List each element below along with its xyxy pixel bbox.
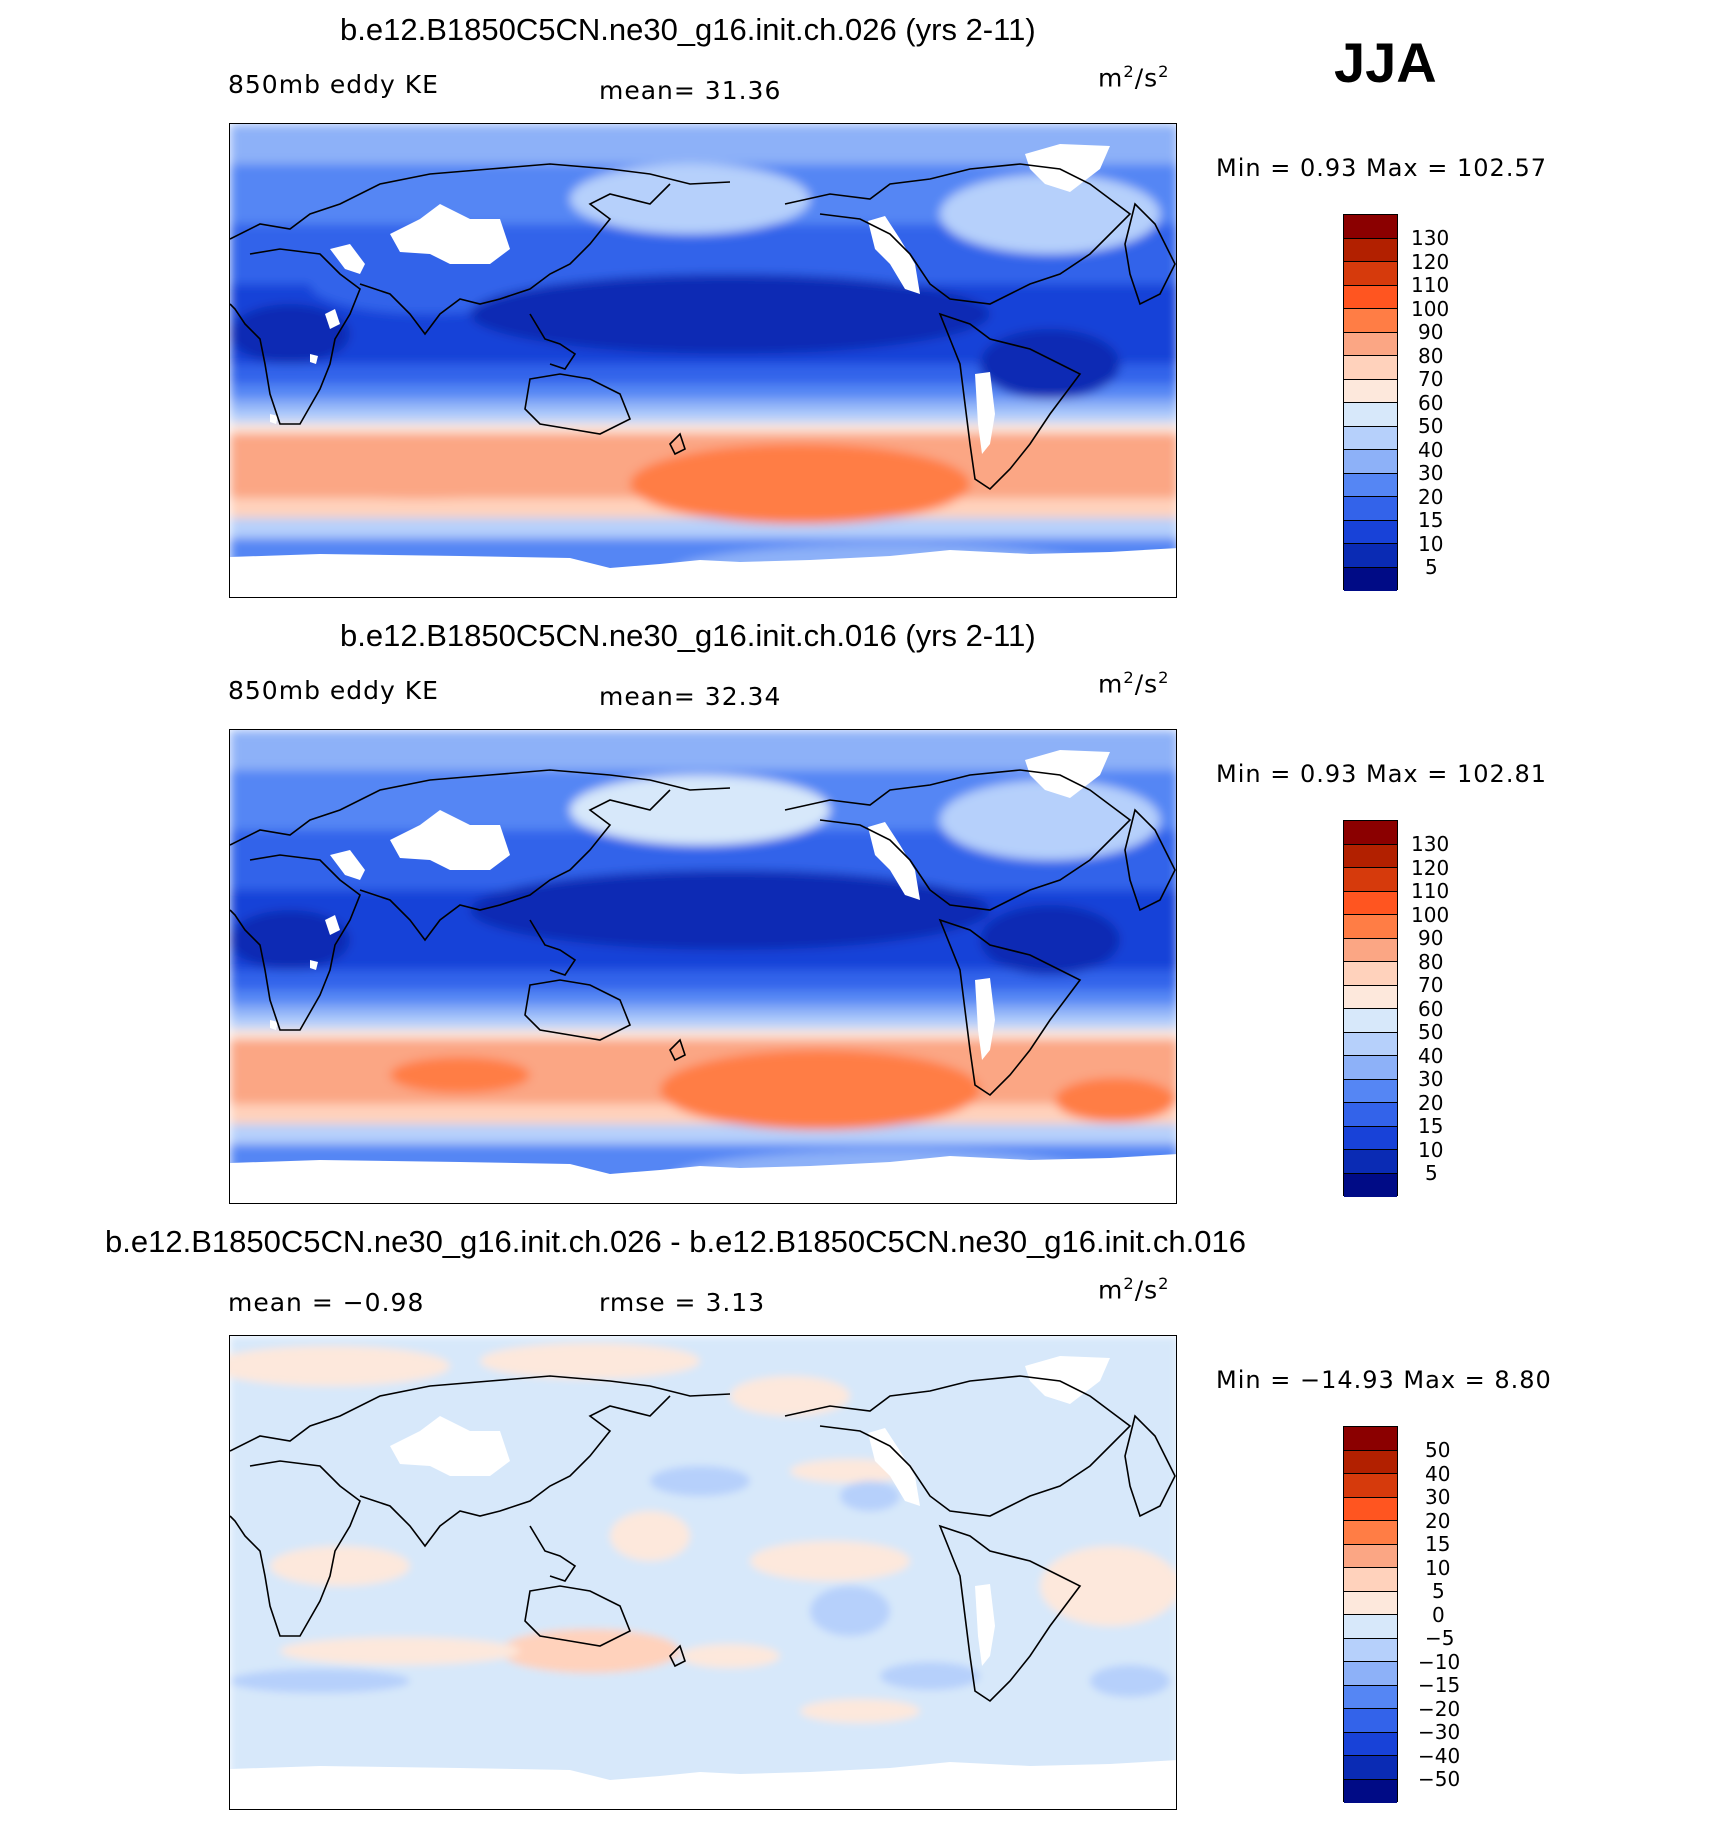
- cb1-label: 90: [1418, 320, 1444, 344]
- panel3-coastlines: [230, 1375, 1176, 1703]
- cb3-label: 15: [1425, 1532, 1451, 1556]
- cb1-label: 40: [1418, 437, 1444, 462]
- cb3-label: 5: [1432, 1579, 1445, 1603]
- panel3-field: [230, 1336, 1176, 1809]
- panel2-variable-label: 850mb eddy KE: [228, 676, 439, 705]
- cb3-label: 0: [1432, 1602, 1445, 1627]
- panel1-map-svg: [230, 124, 1176, 597]
- panel3-title: b.e12.B1850C5CN.ne30_g16.init.ch.026 - b…: [105, 1224, 1246, 1259]
- cb1-label: 110: [1411, 273, 1450, 297]
- panel3-colorbar: [1343, 1426, 1398, 1803]
- cb3-label: −30: [1418, 1720, 1461, 1744]
- cb3-label: −20: [1418, 1696, 1461, 1721]
- panel1-minmax: Min = 0.93 Max = 102.57: [1216, 154, 1547, 182]
- season-label: JJA: [1334, 31, 1437, 94]
- cb3-label: 20: [1425, 1508, 1451, 1533]
- cb1-label: 100: [1411, 296, 1450, 321]
- cb2-label: 120: [1411, 855, 1450, 880]
- panel2-title: b.e12.B1850C5CN.ne30_g16.init.ch.016 (yr…: [340, 618, 1036, 653]
- panel3-missing-region-antarctica: [230, 1760, 1176, 1809]
- cb3-label: 40: [1425, 1461, 1451, 1486]
- cb2-label: 15: [1418, 1114, 1444, 1138]
- cb1-label: 70: [1418, 367, 1444, 391]
- panel2-minmax: Min = 0.93 Max = 102.81: [1216, 760, 1547, 788]
- cb2-label: 110: [1411, 879, 1450, 903]
- cb2-label: 130: [1411, 832, 1450, 856]
- panel3-map-svg: [230, 1336, 1176, 1809]
- panel2-units: m2/s2: [1098, 668, 1170, 699]
- panel1-coastlines: [230, 163, 1176, 491]
- panel1-units: m2/s2: [1098, 62, 1170, 93]
- panel1-variable-label: 850mb eddy KE: [228, 70, 439, 99]
- panel1-map: [229, 123, 1177, 598]
- panel2-field: [230, 730, 1176, 1203]
- cb3-label: −40: [1418, 1743, 1461, 1768]
- cb3-label: −50: [1418, 1767, 1461, 1791]
- cb1-label: 10: [1418, 531, 1444, 556]
- panel3-units: m2/s2: [1098, 1274, 1170, 1305]
- panel3-map: [229, 1335, 1177, 1810]
- panel1-field: [230, 124, 1176, 597]
- cb2-label: 40: [1418, 1043, 1444, 1068]
- panel1-missing-regions: [270, 144, 1110, 454]
- cb3-label: −10: [1418, 1649, 1461, 1674]
- cb2-label: 10: [1418, 1137, 1444, 1162]
- cb3-label: −15: [1418, 1673, 1461, 1697]
- cb1-label: 30: [1418, 461, 1444, 485]
- cb1-label: 80: [1418, 343, 1444, 368]
- cb2-label: 100: [1411, 902, 1450, 927]
- panel2-colorbar: [1343, 820, 1398, 1197]
- panel3-mean-label: mean = −0.98: [228, 1288, 425, 1317]
- panel2-mean-label: mean= 32.34: [599, 682, 782, 711]
- cb2-label: 50: [1418, 1020, 1444, 1044]
- cb1-label: 60: [1418, 390, 1444, 415]
- cb1-label: 120: [1411, 249, 1450, 274]
- panel2-missing-regions: [270, 750, 1110, 1060]
- panel2-map-svg: [230, 730, 1176, 1203]
- cb2-label: 20: [1418, 1090, 1444, 1115]
- cb3-label: −5: [1425, 1626, 1455, 1650]
- cb1-label: 20: [1418, 484, 1444, 509]
- panel2-coastlines: [230, 769, 1176, 1097]
- panel3-rmse-label: rmse = 3.13: [599, 1288, 766, 1317]
- cb2-label: 30: [1418, 1067, 1444, 1091]
- panel1-colorbar: [1343, 214, 1398, 591]
- panel1-mean-label: mean= 31.36: [599, 76, 782, 105]
- cb1-label: 5: [1425, 555, 1438, 579]
- cb1-label: 50: [1418, 414, 1444, 438]
- cb2-label: 70: [1418, 973, 1444, 997]
- panel1-missing-region-antarctica: [230, 548, 1176, 597]
- panel3-missing-regions: [390, 1356, 1110, 1666]
- panel2-missing-region-antarctica: [230, 1154, 1176, 1203]
- cb1-label: 130: [1411, 226, 1450, 250]
- cb2-label: 80: [1418, 949, 1444, 974]
- cb3-label: 50: [1425, 1438, 1451, 1462]
- cb2-label: 5: [1425, 1161, 1438, 1185]
- cb3-label: 30: [1425, 1485, 1451, 1509]
- panel1-title: b.e12.B1850C5CN.ne30_g16.init.ch.026 (yr…: [340, 12, 1036, 47]
- cb2-label: 90: [1418, 926, 1444, 950]
- panel3-minmax: Min = −14.93 Max = 8.80: [1216, 1366, 1552, 1394]
- cb3-label: 10: [1425, 1555, 1451, 1580]
- cb2-label: 60: [1418, 996, 1444, 1021]
- cb1-label: 15: [1418, 508, 1444, 532]
- panel2-map: [229, 729, 1177, 1204]
